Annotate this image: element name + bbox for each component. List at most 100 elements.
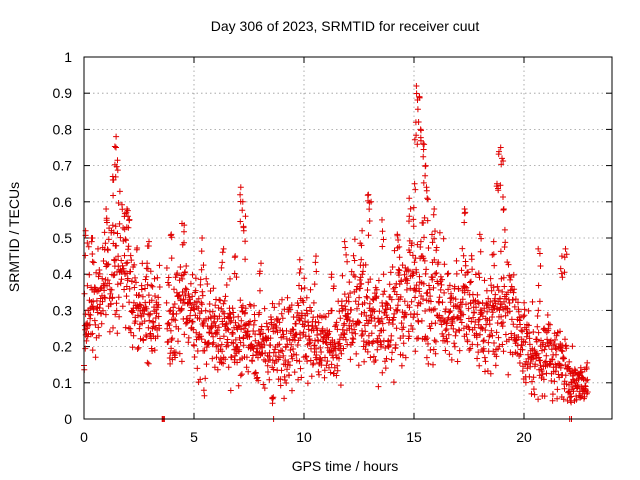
data-point	[112, 256, 119, 263]
data-point	[376, 332, 383, 339]
data-point	[359, 271, 366, 278]
data-point	[415, 119, 422, 125]
data-point	[464, 287, 471, 294]
data-point	[286, 362, 293, 369]
data-point	[421, 257, 428, 264]
data-point	[497, 248, 504, 255]
data-point	[113, 163, 120, 170]
data-point	[145, 243, 152, 249]
data-point	[122, 236, 129, 243]
data-point	[107, 300, 114, 307]
data-point	[362, 328, 369, 335]
data-point	[116, 220, 123, 227]
data-point	[396, 267, 403, 274]
data-point	[110, 229, 117, 236]
data-point	[202, 307, 209, 314]
data-point	[375, 277, 382, 284]
data-point	[543, 352, 550, 359]
data-point	[143, 333, 150, 340]
data-point	[487, 370, 494, 377]
y-tick-label: 0.1	[53, 375, 73, 391]
data-point	[298, 315, 304, 322]
data-point	[366, 206, 373, 213]
data-point	[102, 311, 109, 318]
data-point	[379, 303, 386, 310]
data-point	[232, 319, 239, 326]
data-point	[468, 278, 474, 285]
data-point	[342, 336, 349, 343]
data-point	[463, 331, 470, 338]
data-point	[127, 325, 134, 332]
data-point	[468, 256, 475, 263]
data-point	[501, 226, 508, 233]
data-point	[239, 207, 246, 214]
data-point	[502, 331, 509, 338]
data-point	[182, 292, 189, 299]
data-point	[452, 332, 459, 339]
data-point	[476, 362, 483, 369]
data-point	[240, 227, 247, 234]
data-point	[144, 281, 151, 288]
data-point	[390, 379, 397, 386]
data-point	[219, 249, 226, 256]
data-point	[534, 323, 541, 330]
data-point	[334, 362, 341, 369]
data-point	[366, 218, 373, 224]
data-point	[322, 354, 328, 361]
data-point	[197, 376, 204, 383]
data-point	[123, 237, 129, 244]
data-point	[112, 173, 119, 180]
data-point	[236, 334, 243, 341]
data-point	[427, 298, 434, 305]
data-point	[242, 256, 249, 263]
data-point	[279, 296, 285, 303]
data-point	[530, 329, 537, 335]
data-point	[427, 325, 434, 332]
data-point	[312, 318, 319, 325]
data-point	[176, 350, 183, 357]
data-point	[388, 296, 395, 303]
data-point	[529, 378, 535, 385]
data-point	[189, 293, 196, 300]
data-point	[474, 355, 481, 362]
data-point	[519, 328, 526, 335]
data-point	[89, 258, 96, 265]
data-point	[180, 296, 187, 303]
data-point	[531, 347, 538, 353]
data-point	[277, 347, 284, 354]
data-point	[405, 267, 412, 274]
data-point	[365, 232, 372, 239]
data-point	[530, 374, 537, 381]
data-point	[392, 284, 398, 291]
data-point	[112, 311, 119, 318]
data-point	[109, 222, 116, 229]
data-point	[300, 329, 307, 336]
data-point	[493, 329, 500, 336]
data-point	[474, 291, 481, 298]
data-point	[520, 313, 527, 320]
data-point	[229, 305, 236, 312]
data-point	[500, 194, 506, 200]
data-point	[307, 339, 314, 346]
data-point	[114, 281, 121, 288]
data-point	[561, 355, 567, 362]
data-point	[183, 263, 190, 269]
data-point	[143, 265, 150, 272]
data-point	[113, 242, 120, 249]
data-point	[326, 364, 332, 371]
data-point	[100, 258, 107, 264]
data-point	[480, 345, 487, 352]
data-point	[276, 354, 283, 361]
data-point	[174, 270, 181, 277]
data-point	[341, 330, 347, 337]
data-point	[534, 350, 541, 357]
data-point	[220, 300, 227, 307]
data-point	[409, 326, 416, 333]
data-point	[243, 321, 250, 327]
data-point	[514, 324, 520, 330]
data-point	[232, 336, 239, 343]
data-point	[311, 281, 318, 288]
data-point	[395, 237, 402, 243]
data-point	[86, 271, 93, 278]
data-point	[442, 347, 449, 354]
